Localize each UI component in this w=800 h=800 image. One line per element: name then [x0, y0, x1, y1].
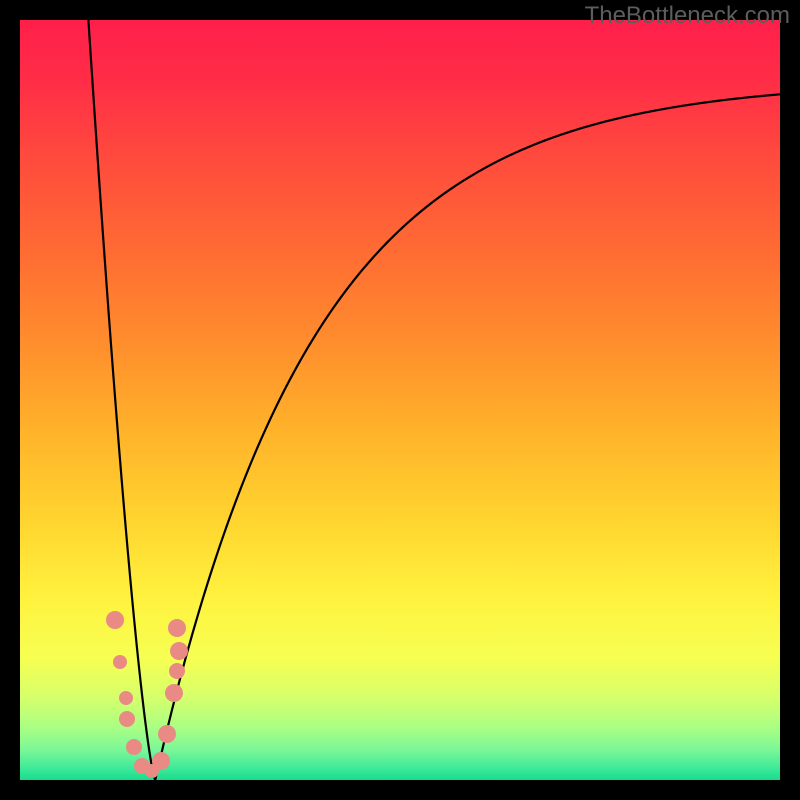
data-point: [169, 663, 185, 679]
data-point: [126, 739, 142, 755]
data-point: [158, 725, 176, 743]
data-point: [119, 691, 133, 705]
bottleneck-curve: [88, 20, 780, 780]
data-point: [168, 619, 186, 637]
data-point: [170, 642, 188, 660]
plot-area: [20, 20, 780, 780]
data-point: [113, 655, 127, 669]
data-point: [106, 611, 124, 629]
bottleneck-chart: TheBottleneck.com: [0, 0, 800, 800]
data-point: [119, 711, 135, 727]
watermark-text: TheBottleneck.com: [585, 2, 790, 30]
curve-layer: [20, 20, 780, 780]
data-point: [134, 758, 150, 774]
data-point: [165, 684, 183, 702]
